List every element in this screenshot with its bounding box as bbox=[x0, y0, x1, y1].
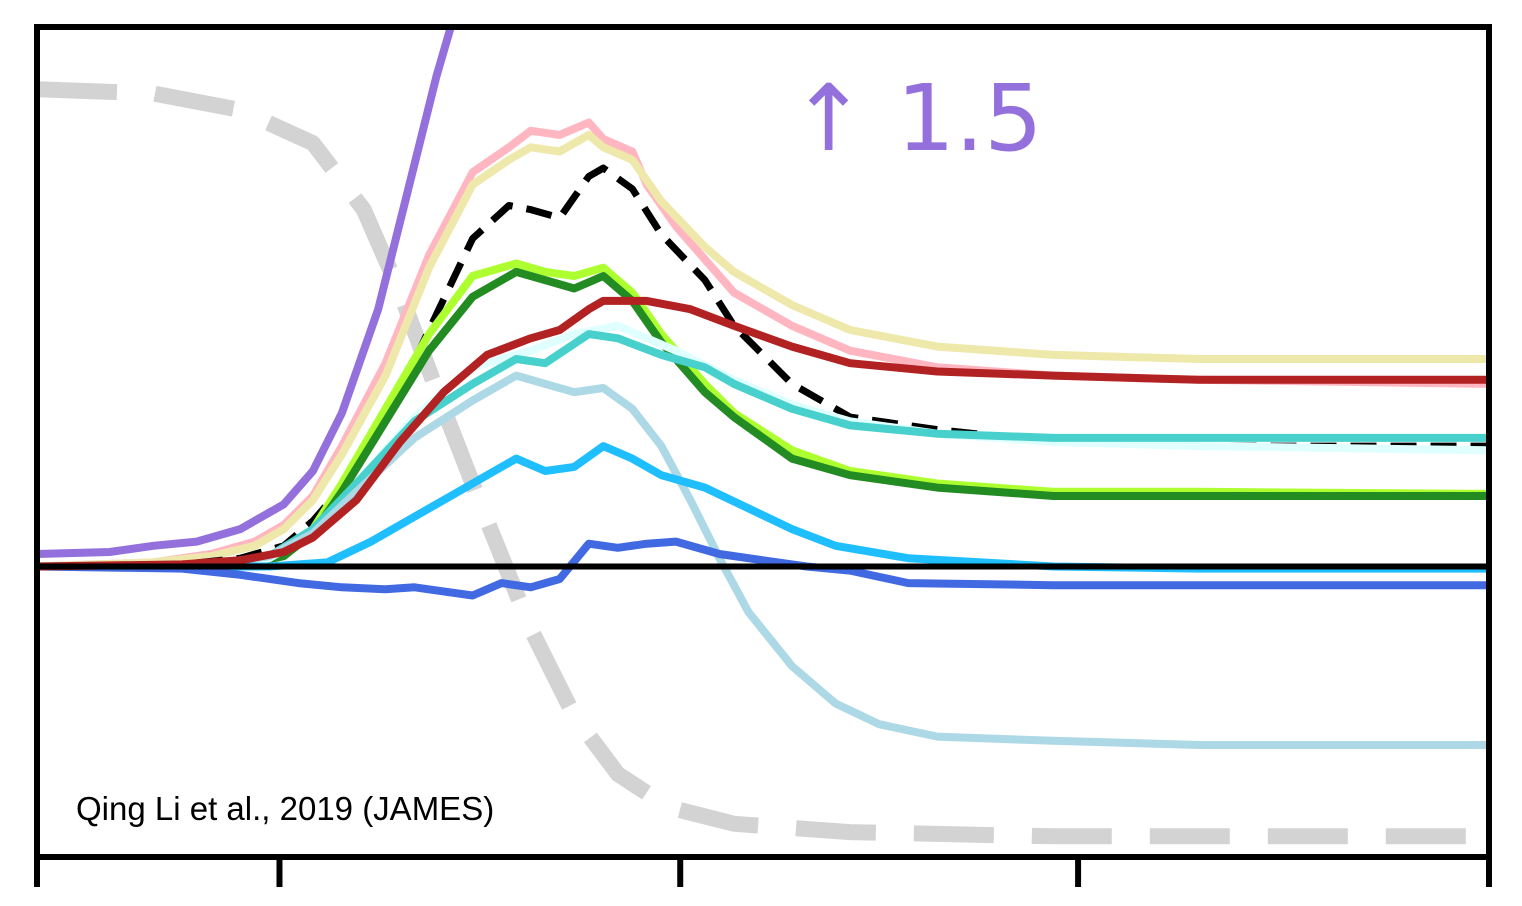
series-line-1 bbox=[37, 81, 1489, 845]
plot-frame bbox=[34, 24, 1492, 860]
x-axis-ticks bbox=[34, 857, 1492, 887]
citation-text: Qing Li et al., 2019 (JAMES) bbox=[76, 790, 494, 827]
series-line-5 bbox=[37, 164, 1489, 570]
series-line-10 bbox=[37, 371, 1489, 749]
series-line-4 bbox=[37, 130, 1489, 571]
series-line-11 bbox=[37, 442, 1489, 573]
scale-annotation: ↑ 1.5 bbox=[790, 65, 1043, 172]
series-line-13 bbox=[37, 296, 1489, 571]
series-line-2 bbox=[37, 27, 455, 558]
series-line-12 bbox=[37, 537, 1489, 600]
series-layer bbox=[37, 27, 1489, 845]
